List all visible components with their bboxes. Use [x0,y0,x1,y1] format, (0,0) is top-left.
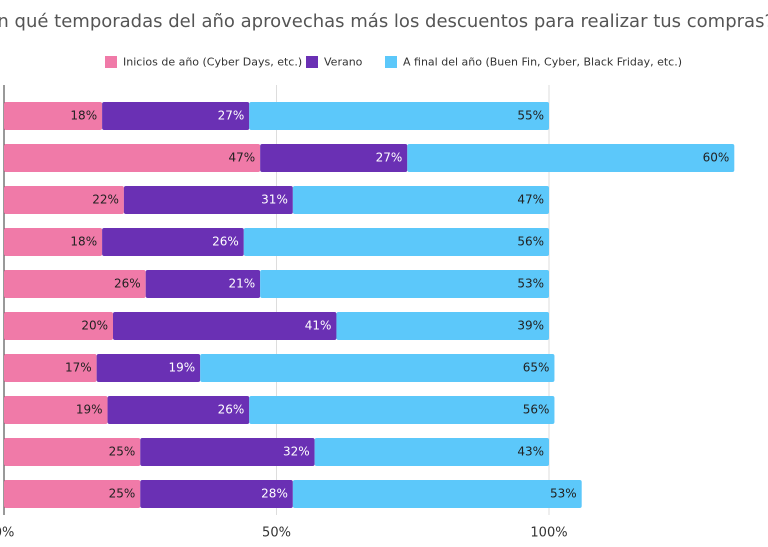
data-label: 31% [261,193,288,207]
bar-segment [140,438,315,466]
data-label: 19% [76,403,103,417]
data-label: 41% [305,319,332,333]
data-label: 25% [109,445,136,459]
data-label: 26% [218,403,245,417]
bar-segment [123,186,293,214]
data-label: 53% [550,487,577,501]
data-label: 39% [517,319,544,333]
data-label: 25% [109,487,136,501]
data-label: 26% [212,235,239,249]
bar-segment [292,186,549,214]
data-label: 27% [218,109,245,123]
data-label: 32% [283,445,310,459]
bar-segment [102,228,244,256]
legend-swatch [385,56,397,68]
bar-segment [200,354,555,382]
bar-segment [4,102,103,130]
bar-segment [4,396,108,424]
legend-label: A final del año (Buen Fin, Cyber, Black … [403,56,682,69]
bar-segment [4,354,97,382]
bar-segment [4,186,124,214]
legend-label: Inicios de año (Cyber Days, etc.) [123,56,302,69]
data-label: 47% [517,193,544,207]
bar-segment [260,270,549,298]
data-label: 27% [376,151,403,165]
bar-segment [140,480,293,508]
data-label: 55% [517,109,544,123]
legend-swatch [306,56,318,68]
data-label: 20% [81,319,108,333]
bar-segment [292,480,582,508]
data-label: 53% [517,277,544,291]
data-label: 47% [228,151,255,165]
data-label: 56% [517,235,544,249]
bar-segment [107,396,250,424]
bar-segment [4,312,113,340]
data-label: 17% [65,361,92,375]
bar-segment [249,102,549,130]
bar-segment [96,354,201,382]
data-label: 56% [523,403,550,417]
legend-label: Verano [324,56,363,69]
data-label: 21% [228,277,255,291]
data-label: 26% [114,277,141,291]
bar-segment [314,438,549,466]
data-label: 60% [703,151,730,165]
data-label: 18% [70,235,97,249]
bar-segment [249,396,555,424]
bar-segment [4,228,103,256]
x-tick-label: 100% [530,526,567,541]
bar-segment [113,312,337,340]
x-tick-label: 50% [262,526,291,541]
data-label: 65% [523,361,550,375]
data-label: 43% [517,445,544,459]
x-tick-label: 0% [0,526,14,541]
bar-segment [145,270,261,298]
bar-segment [4,144,261,172]
bar-segment [4,438,141,466]
data-label: 22% [92,193,119,207]
bar-segment [4,480,141,508]
data-label: 18% [70,109,97,123]
bar-segment [336,312,549,340]
bar-segment [260,144,408,172]
bar-segment [243,228,550,256]
data-label: 28% [261,487,288,501]
chart-title: En qué temporadas del año aprovechas más… [0,11,768,32]
bar-segment [4,270,146,298]
data-label: 19% [169,361,196,375]
bar-segment [407,144,735,172]
bar-segment [102,102,250,130]
legend-swatch [105,56,117,68]
